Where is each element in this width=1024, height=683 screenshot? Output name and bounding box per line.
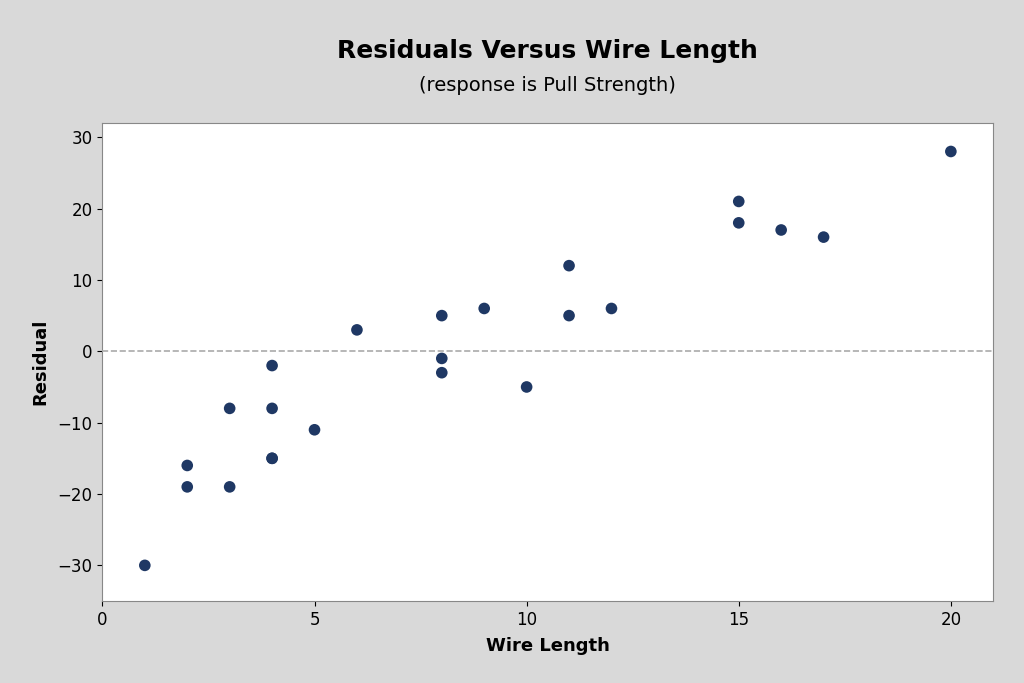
Point: [518, 382, 535, 393]
Point: [773, 225, 790, 236]
Point: [264, 403, 281, 414]
Point: [433, 367, 450, 378]
Point: [561, 310, 578, 321]
Point: [815, 232, 831, 242]
Y-axis label: Residual: Residual: [32, 319, 49, 405]
Point: [730, 196, 746, 207]
Point: [306, 424, 323, 435]
Point: [943, 146, 959, 157]
Point: [179, 482, 196, 492]
Point: [433, 310, 450, 321]
Point: [179, 460, 196, 471]
Point: [221, 482, 238, 492]
Text: Residuals Versus Wire Length: Residuals Versus Wire Length: [337, 39, 759, 64]
Point: [476, 303, 493, 314]
Text: (response is Pull Strength): (response is Pull Strength): [420, 76, 676, 95]
Point: [561, 260, 578, 271]
Point: [221, 403, 238, 414]
X-axis label: Wire Length: Wire Length: [486, 637, 609, 655]
Point: [349, 324, 366, 335]
Point: [603, 303, 620, 314]
Point: [264, 360, 281, 371]
Point: [264, 453, 281, 464]
Point: [433, 353, 450, 364]
Point: [264, 453, 281, 464]
Point: [730, 217, 746, 228]
Point: [136, 560, 153, 571]
